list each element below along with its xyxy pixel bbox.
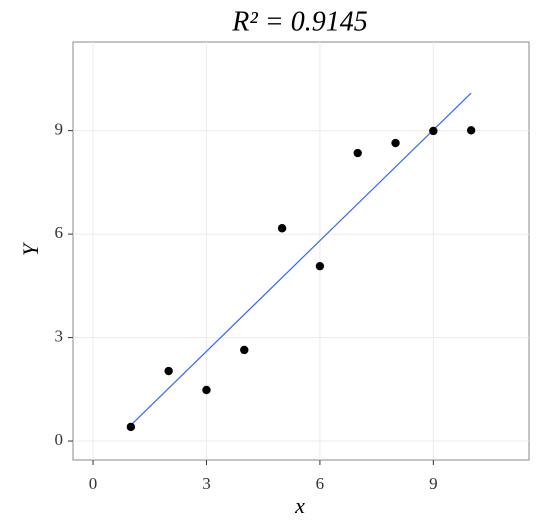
chart-title: R² = 0.9145 xyxy=(231,6,367,37)
point xyxy=(353,148,362,158)
point xyxy=(391,138,400,148)
y-tick-label: 3 xyxy=(55,326,64,345)
point xyxy=(164,366,173,376)
point xyxy=(315,261,325,271)
point xyxy=(126,422,136,432)
x-tick-label: 9 xyxy=(429,474,438,493)
point xyxy=(277,224,287,233)
x-tick-label: 6 xyxy=(316,474,325,493)
point xyxy=(202,385,211,395)
y-tick-label: 6 xyxy=(55,223,64,242)
panel xyxy=(72,41,530,461)
x-tick-label: 0 xyxy=(89,474,98,493)
y-tick-label: 0 xyxy=(55,430,64,449)
point xyxy=(466,126,476,135)
fit-line xyxy=(130,92,472,426)
y-tick-label: 9 xyxy=(55,120,64,139)
point xyxy=(240,345,249,355)
x-axis-label: x xyxy=(294,493,305,518)
x-tick-label: 3 xyxy=(202,474,211,493)
point xyxy=(429,126,438,136)
y-axis-label: Y xyxy=(18,241,43,256)
